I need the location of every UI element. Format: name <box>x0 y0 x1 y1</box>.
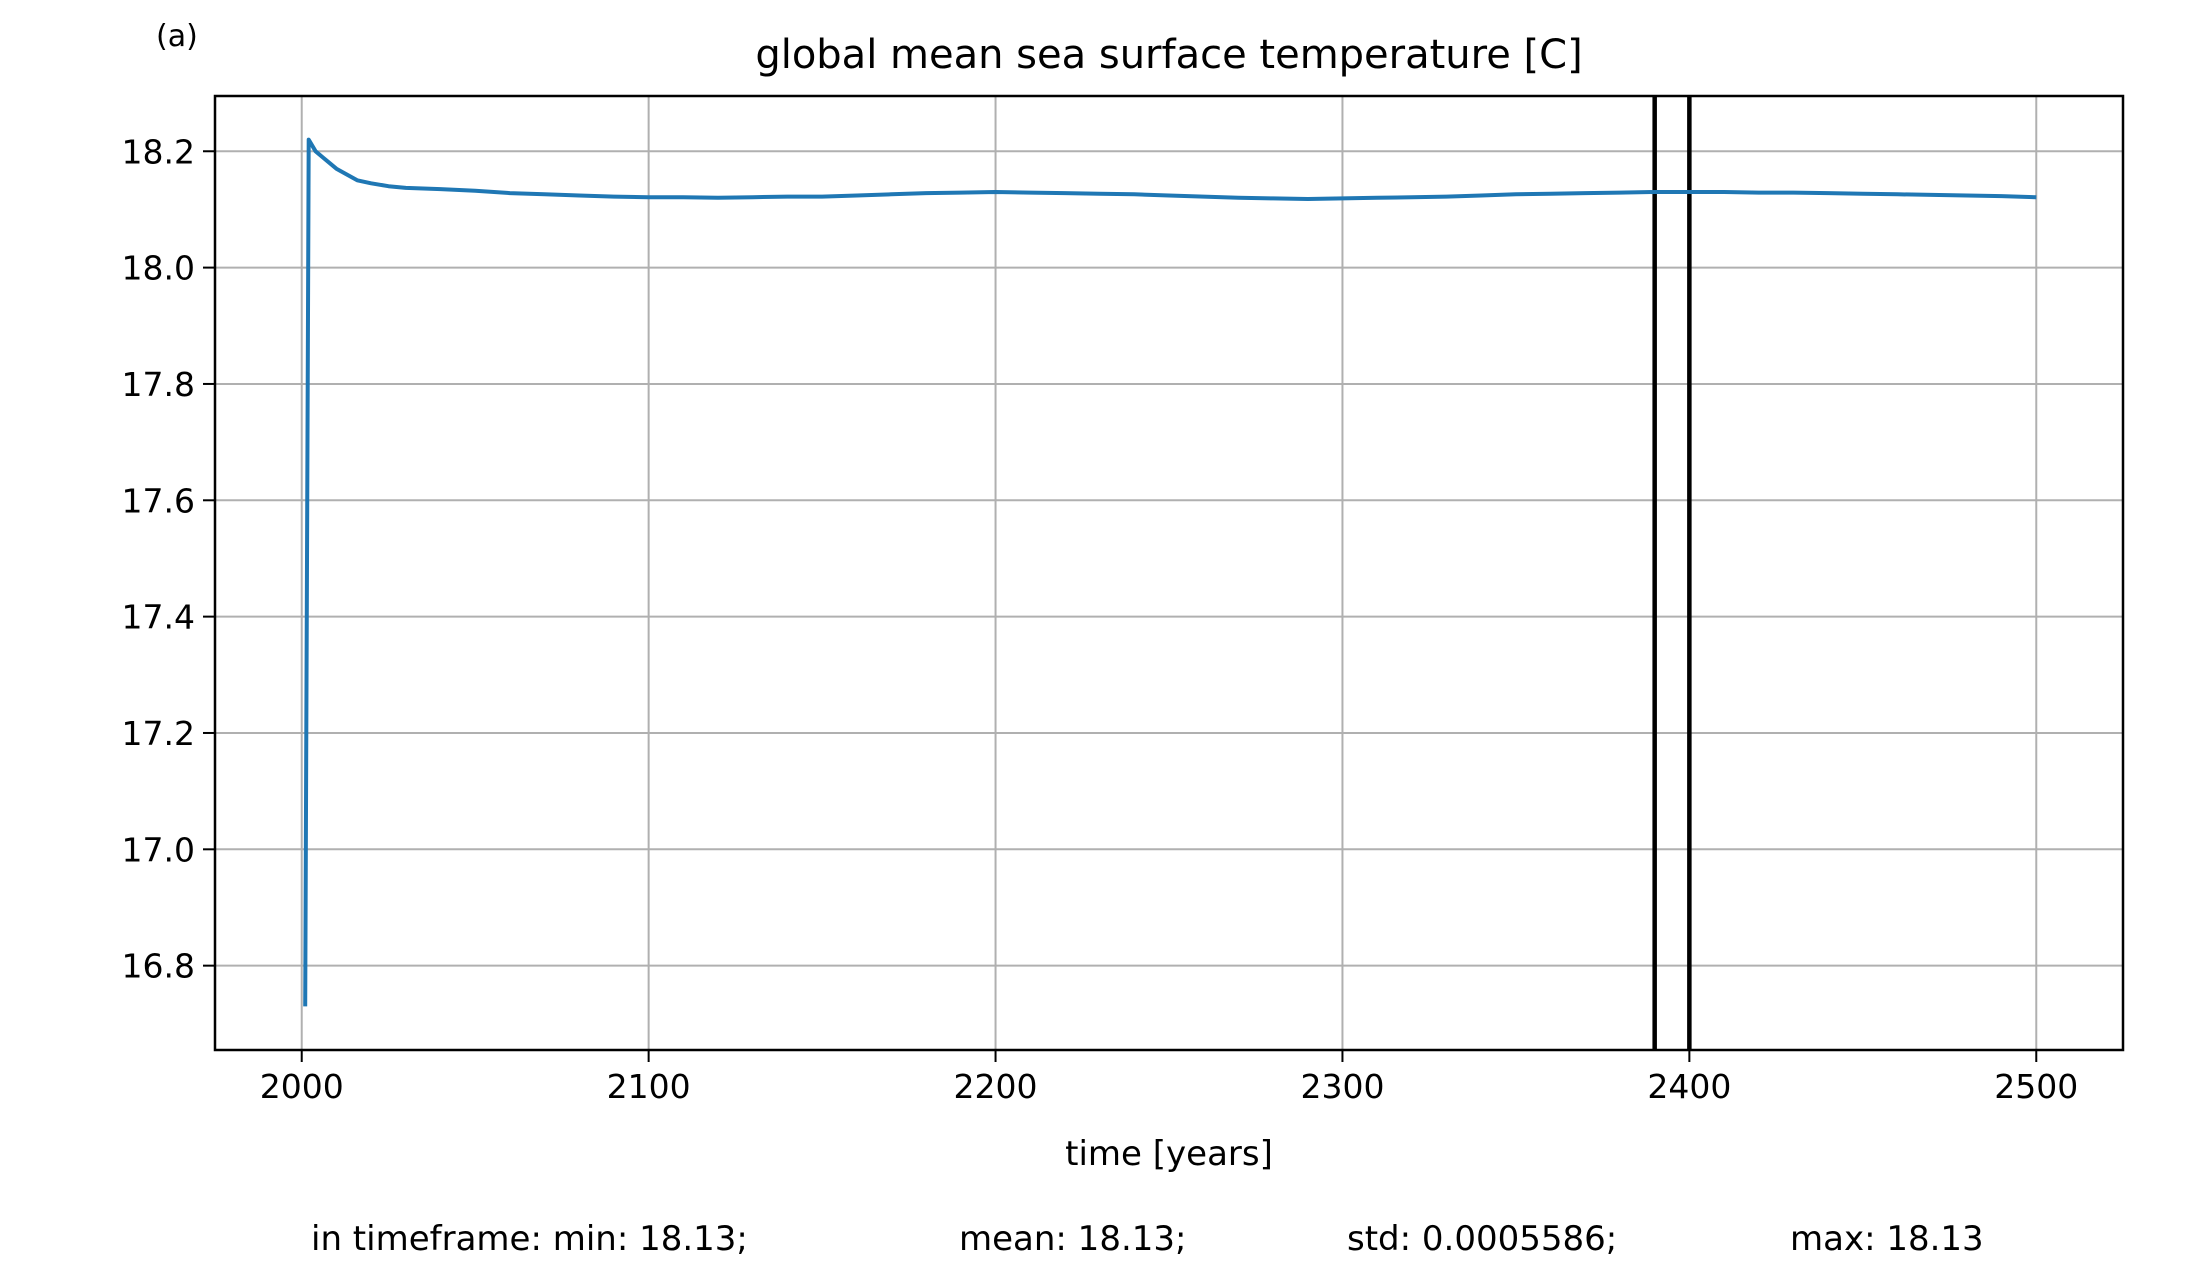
x-tick-label: 2200 <box>954 1067 1038 1106</box>
y-tick-label: 16.8 <box>122 947 195 986</box>
x-axis-label: time [years] <box>1065 1134 1273 1174</box>
ticks: 2000 2100 2200 2300 2400 2500 16.8 17.0 17.2 17.4… <box>122 132 2079 1106</box>
x-tick-label: 2400 <box>1647 1067 1731 1106</box>
stats-mean: mean: 18.13; <box>959 1219 1186 1259</box>
timeframe-lines <box>1652 96 1692 1050</box>
stats-min: in timeframe: min: 18.13; <box>311 1219 748 1259</box>
x-tick-label: 2300 <box>1300 1067 1384 1106</box>
y-tick-label: 17.4 <box>122 598 195 637</box>
y-tick-label: 17.0 <box>122 830 195 869</box>
x-tick-label: 2500 <box>1994 1067 2078 1106</box>
grid <box>215 96 2123 1050</box>
axes-frame <box>213 94 2125 1052</box>
x-tick-label: 2100 <box>607 1067 691 1106</box>
chart-title: global mean sea surface temperature [C] <box>755 32 1582 78</box>
y-tick-label: 17.8 <box>122 365 195 404</box>
y-tick-label: 17.6 <box>122 481 195 520</box>
panel-label: (a) <box>156 19 198 54</box>
sst-series-line <box>303 137 2037 1007</box>
y-tick-label: 17.2 <box>122 714 195 753</box>
stats-std: std: 0.0005586; <box>1347 1219 1617 1259</box>
stats-max: max: 18.13 <box>1790 1219 1984 1259</box>
y-tick-label: 18.2 <box>122 132 195 171</box>
y-tick-label: 18.0 <box>122 249 195 288</box>
x-tick-label: 2000 <box>260 1067 344 1106</box>
